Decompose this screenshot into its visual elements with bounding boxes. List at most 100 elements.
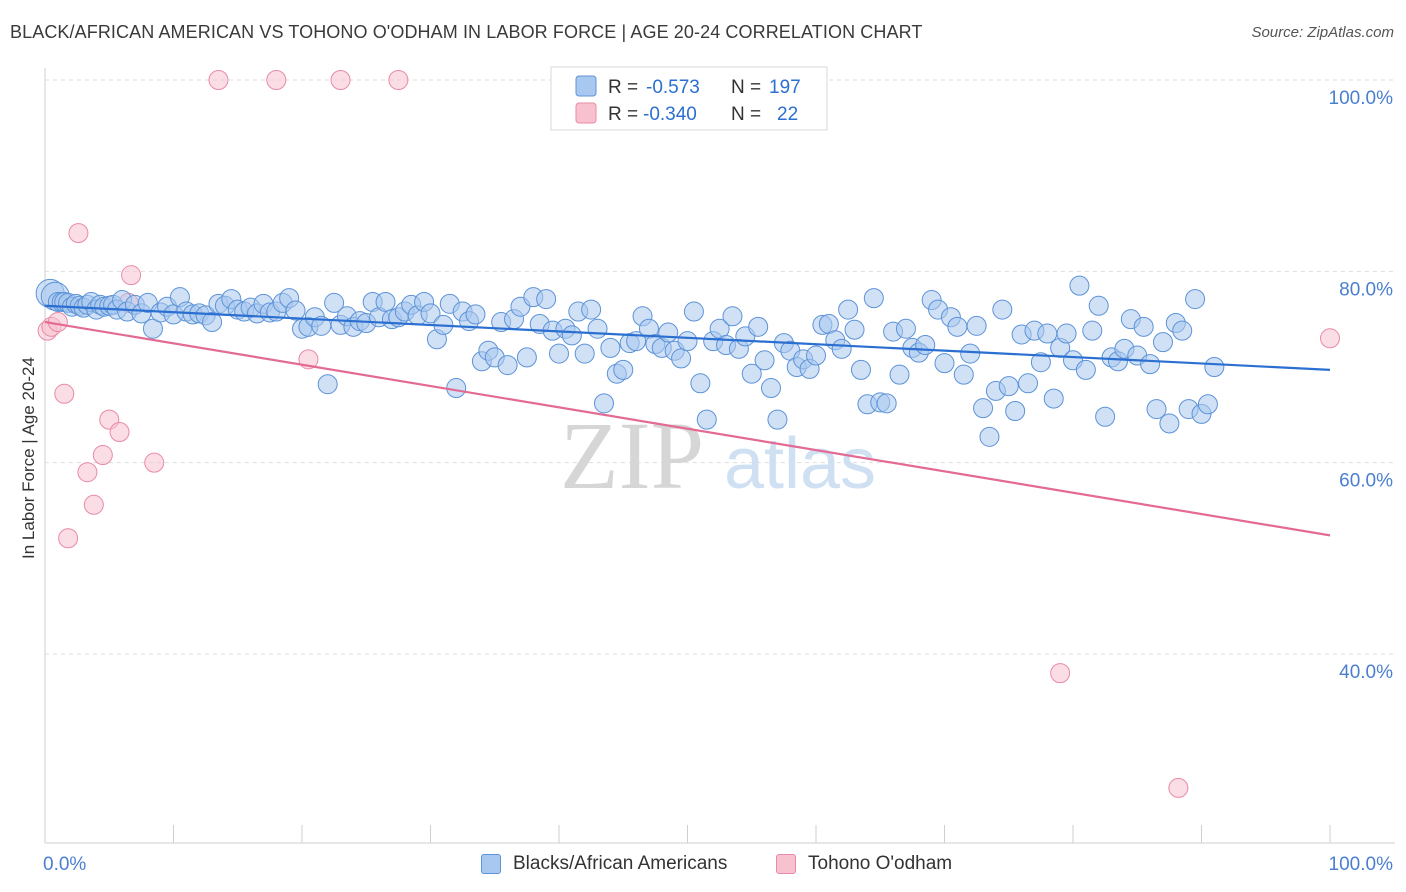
point-blacks-187 (1197, 394, 1218, 415)
y-tick-label-2: 80.0% (1339, 279, 1393, 300)
point-tohono-13 (144, 452, 165, 473)
point-blacks-151 (966, 315, 987, 336)
point-blacks-81 (516, 347, 537, 368)
point-blacks-133 (850, 359, 871, 380)
point-blacks-130 (831, 338, 852, 359)
point-blacks-96 (613, 359, 634, 380)
point-blacks-157 (1005, 401, 1026, 422)
point-blacks-155 (992, 299, 1013, 320)
point-blacks-135 (863, 288, 884, 309)
point-blacks-106 (677, 331, 698, 352)
point-tohono-15 (266, 70, 287, 90)
point-blacks-177 (1133, 316, 1154, 337)
stat-r-label-pink: R = (608, 104, 638, 125)
point-blacks-32 (202, 312, 223, 333)
point-blacks-113 (722, 306, 743, 327)
point-tohono-19 (1050, 663, 1071, 684)
point-blacks-169 (1082, 320, 1103, 341)
point-blacks-181 (1159, 413, 1180, 434)
point-blacks-146 (934, 353, 955, 374)
point-blacks-159 (1018, 373, 1039, 394)
point-blacks-78 (497, 355, 518, 376)
point-blacks-88 (561, 325, 582, 346)
point-blacks-117 (748, 316, 769, 337)
point-blacks-107 (683, 301, 704, 322)
stat-r-label-blue: R = (608, 77, 638, 98)
stats-legend: R = -0.573 N = 197 R = -0.340 N = 22 (550, 66, 828, 131)
point-blacks-93 (593, 393, 614, 414)
legend-label-tohono: Tohono O'odham (808, 853, 953, 874)
point-blacks-116 (741, 363, 762, 384)
y-axis-label: In Labor Force | Age 20-24 (19, 357, 38, 559)
legend-item-tohono[interactable]: Tohono O'odham (776, 853, 952, 875)
point-blacks-132 (844, 319, 865, 340)
y-tick-label-3: 100.0% (1329, 88, 1394, 109)
point-tohono-10 (109, 422, 130, 443)
watermark: ZIP atlas (560, 402, 876, 509)
chart-title: BLACK/AFRICAN AMERICAN VS TOHONO O'ODHAM… (10, 22, 923, 42)
point-tohono-17 (330, 70, 351, 90)
point-blacks-183 (1172, 320, 1193, 341)
point-blacks-70 (446, 378, 467, 399)
point-tohono-7 (83, 494, 104, 515)
point-blacks-91 (581, 299, 602, 320)
point-blacks-143 (915, 334, 936, 355)
point-blacks-148 (947, 316, 968, 337)
bottom-legend: Blacks/African Americans Tohono O'odham (0, 850, 1406, 880)
point-tohono-5 (68, 223, 89, 244)
point-blacks-156 (998, 376, 1019, 397)
legend-item-blacks[interactable]: Blacks/African Americans (481, 853, 727, 875)
trend-line-blacks (44, 304, 1331, 371)
point-tohono-18 (388, 70, 409, 90)
point-blacks-59 (375, 291, 396, 312)
x-tick-label-1: 100.0% (1329, 854, 1394, 875)
point-blacks-103 (658, 322, 679, 343)
point-blacks-92 (587, 318, 608, 339)
point-blacks-120 (767, 409, 788, 430)
watermark-zip: ZIP (560, 402, 704, 509)
point-blacks-170 (1088, 295, 1109, 316)
stat-r-value-blue: -0.573 (646, 77, 700, 98)
point-blacks-94 (600, 337, 621, 358)
point-blacks-149 (953, 364, 974, 385)
watermark-atlas: atlas (724, 424, 876, 504)
point-blacks-50 (317, 374, 338, 395)
y-tick-label-1: 60.0% (1339, 471, 1393, 492)
point-blacks-165 (1056, 323, 1077, 344)
point-blacks-108 (690, 373, 711, 394)
legend-swatch-tohono (776, 854, 796, 874)
axes (44, 68, 1395, 844)
point-blacks-161 (1030, 352, 1051, 373)
point-blacks-86 (549, 343, 569, 364)
point-tohono-20 (1168, 777, 1189, 798)
point-blacks-137 (876, 393, 897, 414)
legend-swatch-blue (575, 75, 597, 97)
point-blacks-168 (1075, 359, 1096, 380)
legend-swatch-blacks (481, 854, 501, 874)
trend-line-tohono (44, 320, 1331, 537)
point-blacks-84 (536, 289, 557, 310)
point-blacks-131 (838, 299, 859, 320)
tick-labels: 40.0% 60.0% 80.0% 100.0% 0.0% 100.0% (43, 88, 1393, 875)
trend-lines (44, 304, 1331, 537)
point-blacks-167 (1069, 275, 1090, 296)
point-blacks-66 (420, 303, 441, 324)
point-tohono-3 (54, 383, 75, 404)
series-tohono-points (37, 70, 1340, 798)
point-blacks-179 (1146, 399, 1167, 420)
point-tohono-4 (58, 528, 79, 549)
stat-n-label-pink: N = (731, 104, 761, 125)
stat-n-value-pink: 22 (777, 104, 798, 125)
point-blacks-188 (1204, 357, 1225, 377)
legend-swatch-pink (575, 102, 597, 124)
stat-n-value-blue: 197 (769, 77, 801, 98)
point-tohono-21 (1320, 328, 1340, 349)
point-tohono-12 (121, 265, 142, 286)
point-tohono-8 (92, 445, 113, 466)
x-tick-label-0: 0.0% (43, 854, 86, 875)
legend-label-blacks: Blacks/African Americans (513, 853, 728, 874)
point-blacks-109 (696, 409, 717, 430)
y-tick-label-0: 40.0% (1339, 662, 1393, 683)
point-blacks-73 (465, 304, 486, 325)
